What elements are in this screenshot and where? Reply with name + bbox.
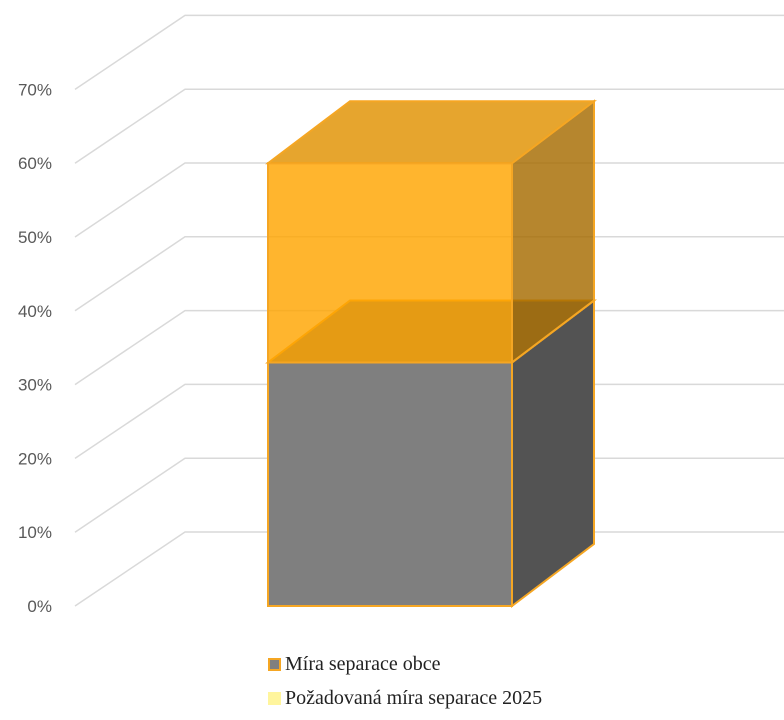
chart: 0% 10% 20% 30% 40% 50% 60% 70% (18, 14, 784, 616)
legend-label-0: Míra separace obce (285, 652, 441, 675)
y-tick-label-0: 0% (27, 597, 52, 616)
bar-front-0 (267, 361, 513, 607)
bar-top-1 (265, 100, 597, 165)
legend-swatch-0 (268, 657, 281, 671)
y-tick-label-3: 30% (18, 376, 52, 395)
bar-front-1 (267, 162, 513, 364)
gridline-7 (74, 14, 784, 91)
legend-label-1: Požadovaná míra separace 2025 (285, 686, 543, 709)
legend-swatch-1 (268, 691, 281, 705)
gridlines (74, 14, 784, 607)
y-tick-label-4: 40% (18, 302, 52, 321)
legend-item-0: Míra separace obce (268, 652, 542, 676)
y-tick-label-2: 20% (18, 449, 52, 468)
gridline-6 (74, 88, 784, 164)
bars (265, 99, 597, 609)
y-tick-label-6: 60% (18, 154, 52, 173)
legend-item-1: Požadovaná míra separace 2025 (268, 686, 542, 710)
y-tick-label-1: 10% (18, 523, 52, 542)
y-tick-label-5: 50% (18, 228, 52, 247)
legend: Míra separace obce Požadovaná míra separ… (268, 652, 542, 720)
y-axis: 0% 10% 20% 30% 40% 50% 60% 70% (18, 80, 52, 616)
y-tick-label-7: 70% (18, 80, 52, 99)
